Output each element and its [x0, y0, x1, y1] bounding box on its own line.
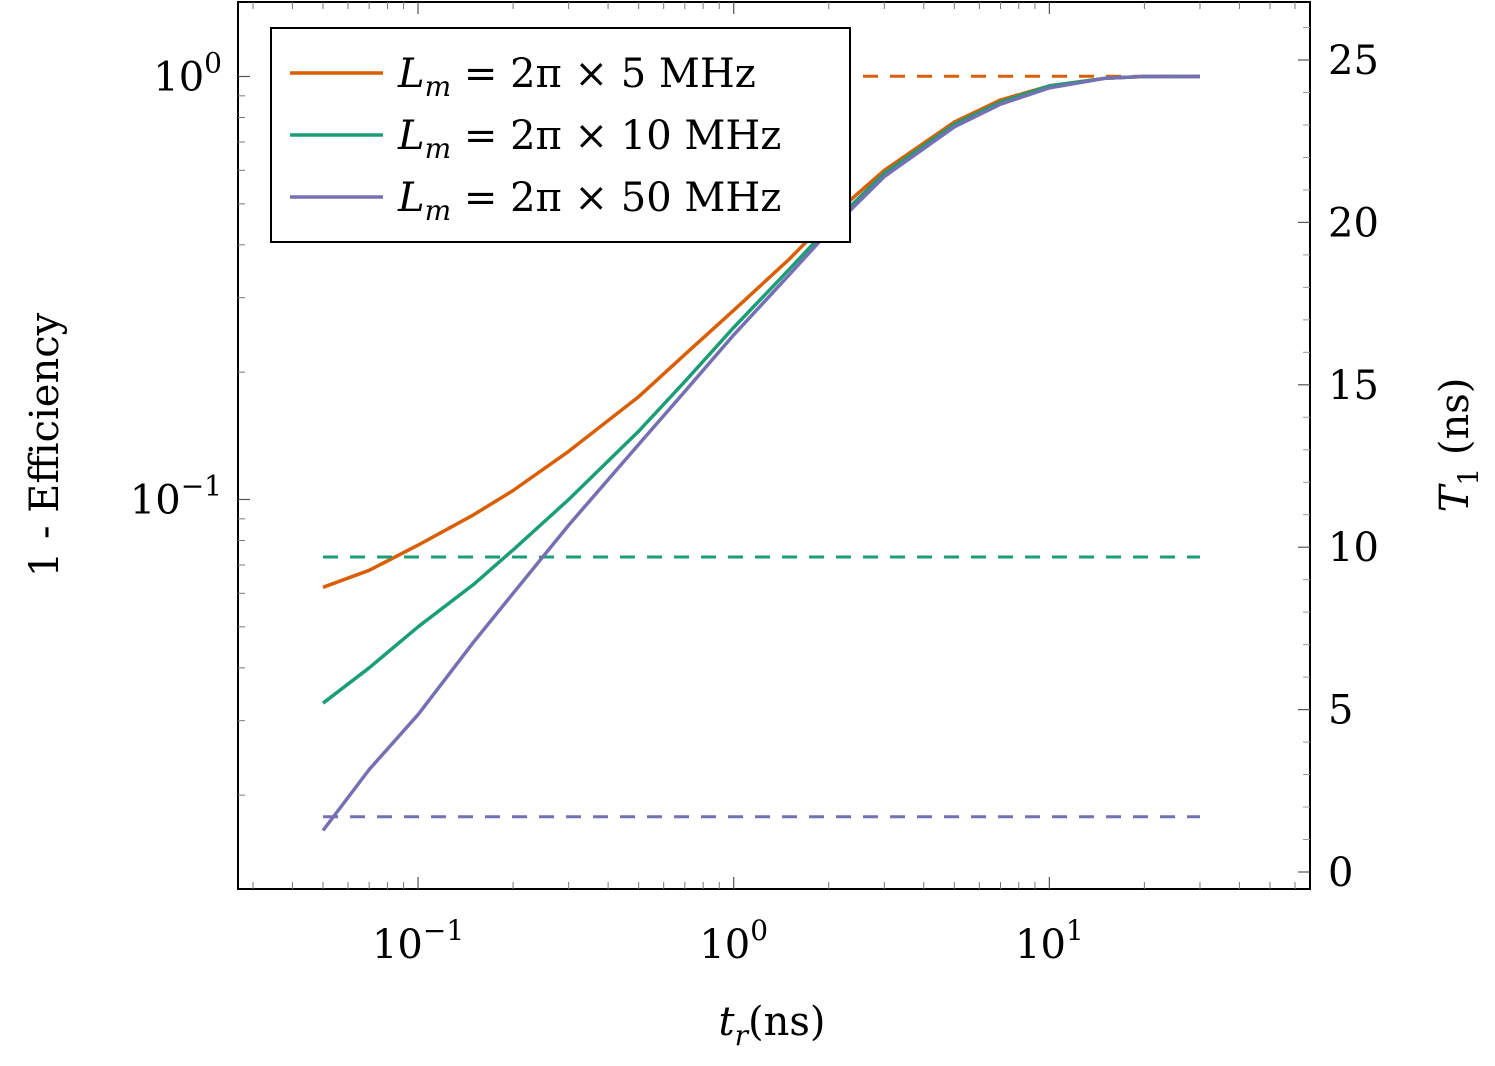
y-right-tick-label: 25 — [1328, 38, 1379, 84]
x-axis-title: tr(ns) — [719, 999, 826, 1052]
series-line-2 — [321, 74, 1200, 832]
legend-label-2: Lm = 2π × 50 MHz — [397, 175, 781, 227]
plot-frame — [237, 1, 1311, 890]
legend: Lm = 2π × 5 MHz Lm = 2π × 10 MHz Lm = 2π ×… — [270, 27, 851, 243]
y-left-tick-label: 10−1 — [130, 469, 222, 523]
x-tick-label: 10−1 — [372, 914, 464, 968]
axes: 10−1 100 101 100 10−1 0 5 10 15 20 25 — [130, 1, 1379, 968]
y-right-tick-label: 15 — [1328, 363, 1379, 409]
y-left-tick-label: 100 — [153, 46, 222, 100]
y-right-tick-label: 10 — [1328, 525, 1379, 571]
legend-label-0: Lm = 2π × 5 MHz — [397, 51, 756, 103]
y-right-tick-label: 5 — [1328, 688, 1353, 734]
legend-label-1: Lm = 2π × 10 MHz — [397, 113, 781, 165]
y-right-tick-label: 0 — [1328, 850, 1353, 896]
x-tick-label: 101 — [1015, 914, 1084, 968]
y-left-axis-title: 1 - Efficiency — [22, 312, 68, 577]
x-tick-label: 100 — [699, 914, 768, 968]
y-right-axis-title: T1 (ns) — [1432, 378, 1485, 513]
y-right-tick-label: 20 — [1328, 200, 1379, 246]
